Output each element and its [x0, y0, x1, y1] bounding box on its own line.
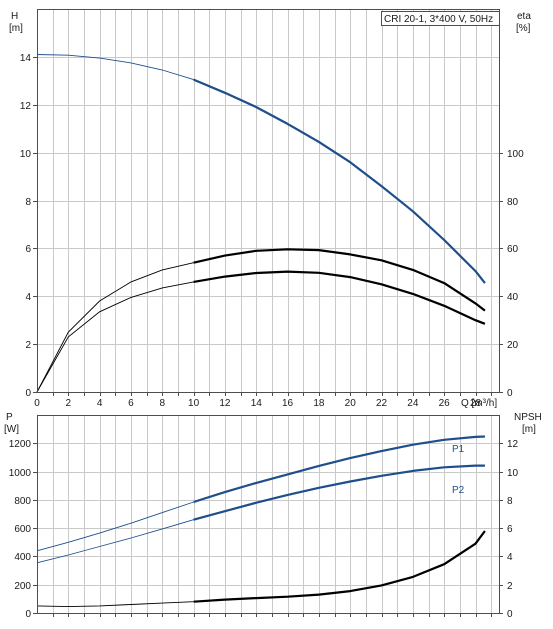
- top-left-tick-label: 2: [25, 340, 31, 351]
- top-x-tick-label: 18: [313, 398, 325, 409]
- bottom-left-axis-unit: [W]: [4, 424, 19, 435]
- series-label-p2: P2: [452, 485, 465, 496]
- bottom-left-tick-label: 600: [14, 524, 31, 535]
- top-left-tick-label: 4: [25, 292, 31, 303]
- top-x-tick-label: 10: [188, 398, 200, 409]
- top-x-tick-label: 12: [219, 398, 231, 409]
- bottom-left-tick-label: 1200: [9, 439, 32, 450]
- top-x-tick-label: 0: [34, 398, 40, 409]
- bottom-left-tick-label: 1000: [9, 468, 32, 479]
- top-right-tick-label: 20: [507, 340, 519, 351]
- bottom-series-operating-line: [193, 464, 485, 521]
- top-x-tick-label: 26: [439, 398, 451, 409]
- bottom-series-line: [36, 530, 486, 608]
- bottom-left-tick-label: 0: [25, 609, 31, 620]
- top-left-tick-label: 6: [25, 244, 31, 255]
- bottom-left-tick-label: 800: [14, 496, 31, 507]
- top-x-tick-label: 2: [66, 398, 72, 409]
- top-x-tick-label: 22: [376, 398, 388, 409]
- bottom-right-tick-label: 10: [507, 468, 519, 479]
- bottom-chart-grid: [37, 415, 499, 614]
- top-chart-grid: [37, 9, 499, 393]
- top-left-tick-label: 14: [20, 53, 32, 64]
- top-chart-frame: [37, 9, 500, 393]
- bottom-chart-frame: [37, 415, 500, 614]
- top-series-line: [36, 248, 486, 393]
- top-series-operating-line: [193, 78, 486, 284]
- chart-title: CRI 20-1, 3*400 V, 50Hz: [384, 14, 493, 25]
- top-right-axis-label: eta: [517, 11, 531, 22]
- top-left-tick-label: 8: [25, 197, 31, 208]
- top-left-tick-label: 12: [20, 101, 32, 112]
- top-series-line: [36, 271, 486, 393]
- top-series-operating-line: [193, 270, 486, 325]
- chart-title-box: [381, 11, 500, 26]
- top-x-tick-label: 16: [282, 398, 294, 409]
- top-right-tick-label: 100: [507, 149, 524, 160]
- bottom-right-tick-label: 12: [507, 439, 519, 450]
- top-right-tick-label: 60: [507, 244, 519, 255]
- top-series-operating-line: [193, 248, 486, 312]
- top-right-tick-label: 40: [507, 292, 519, 303]
- top-left-tick-label: 10: [20, 149, 32, 160]
- top-left-axis-label: H: [11, 11, 18, 22]
- bottom-chart-series: [36, 435, 486, 608]
- top-right-tick-label: 0: [507, 388, 513, 399]
- bottom-right-tick-label: 0: [507, 609, 513, 620]
- bottom-series-operating-line: [193, 530, 486, 603]
- top-x-tick-label: 14: [251, 398, 263, 409]
- top-chart-series: [36, 54, 486, 393]
- top-x-tick-label: 8: [160, 398, 166, 409]
- bottom-right-tick-label: 4: [507, 552, 513, 563]
- bottom-left-axis-label: P: [6, 412, 13, 423]
- top-right-tick-label: 80: [507, 197, 519, 208]
- bottom-left-tick-label: 400: [14, 552, 31, 563]
- bottom-right-tick-label: 6: [507, 524, 513, 535]
- bottom-series-operating-line: [193, 435, 485, 504]
- top-x-tick-label: 24: [407, 398, 419, 409]
- top-x-tick-label: 6: [128, 398, 134, 409]
- top-left-axis-unit: [m]: [9, 23, 23, 34]
- top-x-tick-label: 4: [97, 398, 103, 409]
- top-x-tick-label: 28: [470, 398, 482, 409]
- bottom-right-axis-unit: [m]: [522, 424, 536, 435]
- bottom-series-line: [36, 436, 485, 552]
- bottom-series-line: [36, 465, 485, 564]
- bottom-right-tick-label: 2: [507, 581, 513, 592]
- top-right-axis-unit: [%]: [516, 23, 531, 34]
- bottom-right-axis-label: NPSH: [514, 412, 542, 423]
- top-left-tick-label: 0: [25, 388, 31, 399]
- top-x-axis-label: Q [m³/h]: [461, 398, 497, 409]
- bottom-chart-ticks: 0 200 400 600 800 1000 1200 0 2 4 6 8 10 12: [9, 439, 519, 620]
- bottom-right-tick-label: 8: [507, 496, 513, 507]
- series-label-p1: P1: [452, 444, 465, 455]
- top-x-tick-label: 20: [345, 398, 357, 409]
- bottom-left-tick-label: 200: [14, 581, 31, 592]
